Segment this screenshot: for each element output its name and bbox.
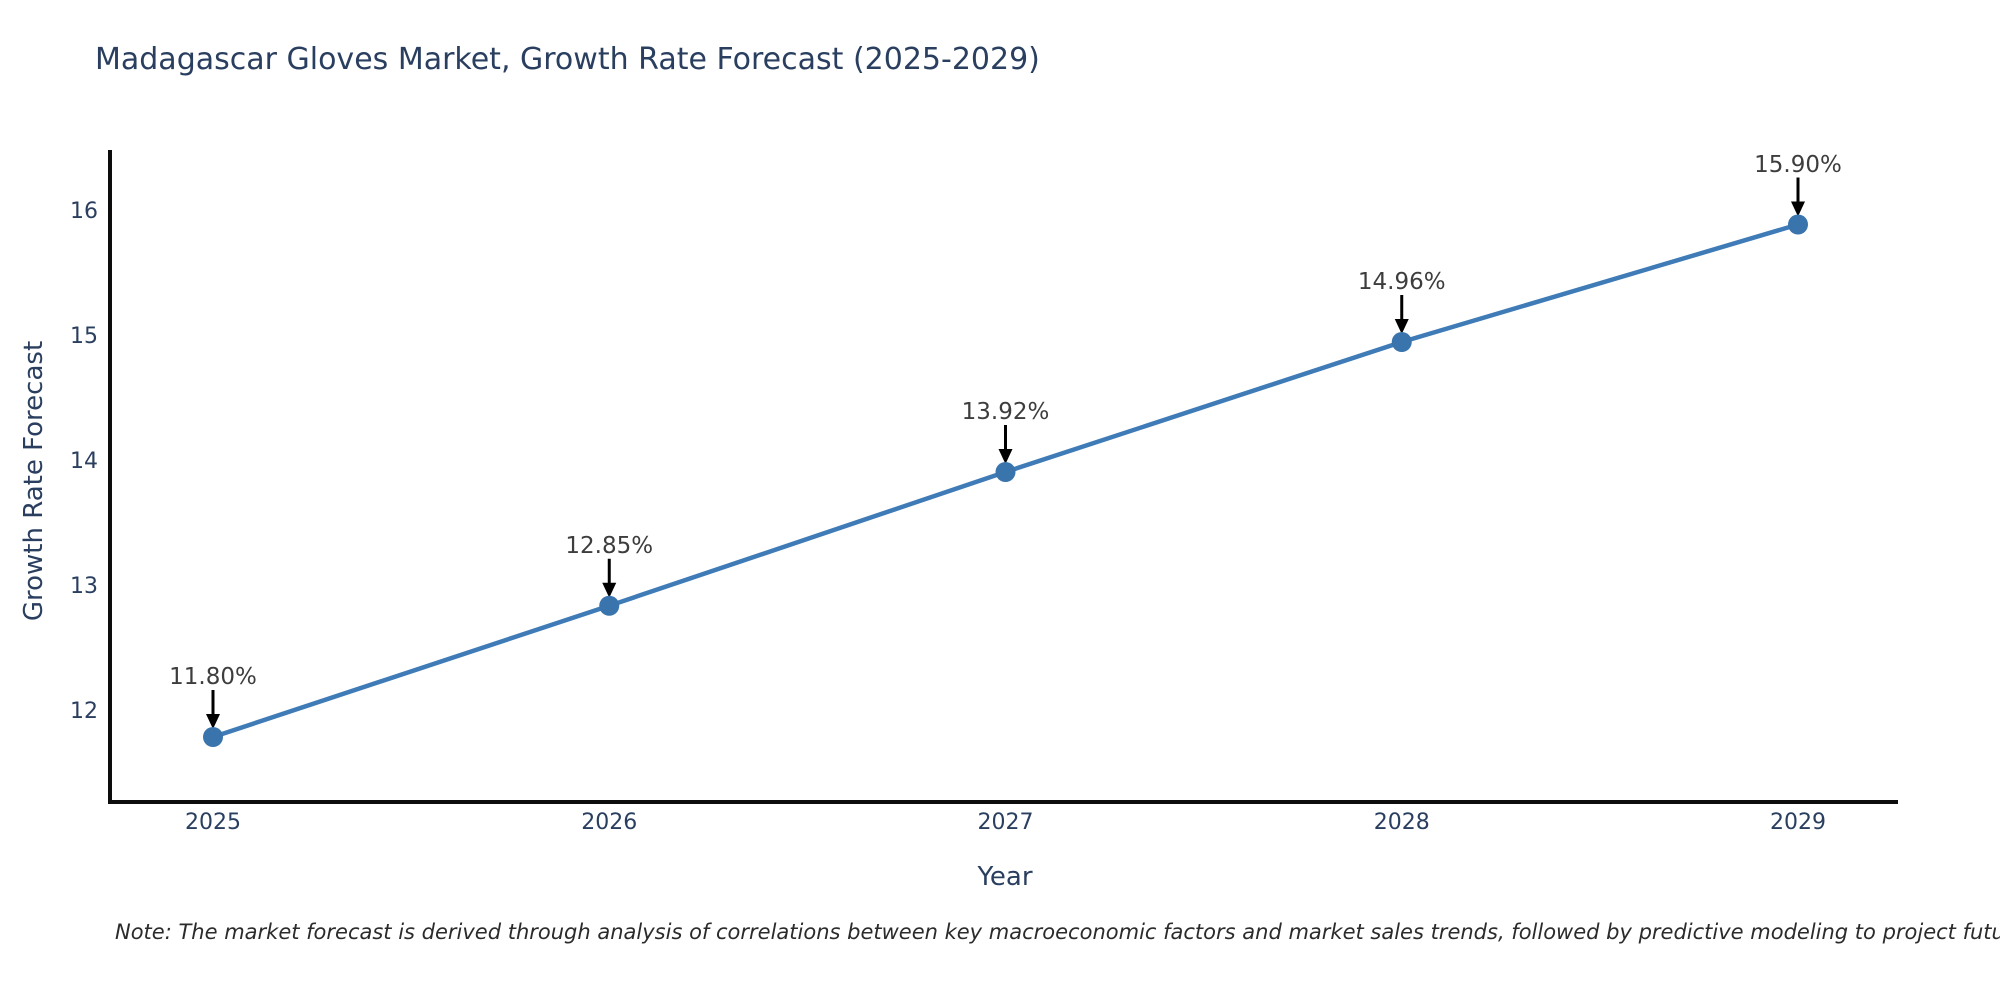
data-point-label: 13.92% xyxy=(961,399,1050,425)
x-tick-label: 2025 xyxy=(185,810,241,835)
data-point-label: 12.85% xyxy=(565,532,654,559)
data-point-marker xyxy=(995,462,1016,482)
x-axis-title: Year xyxy=(977,862,1033,892)
footnote: Note: The market forecast is derived thr… xyxy=(115,920,2000,944)
data-point-label: 11.80% xyxy=(169,664,257,690)
data-point-marker xyxy=(1391,332,1412,352)
x-axis-spine xyxy=(108,800,1898,804)
data-point-label: 15.90% xyxy=(1754,151,1842,178)
annotation-arrowhead xyxy=(206,714,220,729)
annotation-arrowhead xyxy=(998,449,1013,464)
data-point-marker xyxy=(1788,214,1808,235)
x-tick-label: 2028 xyxy=(1373,810,1430,835)
data-point-marker xyxy=(599,595,620,616)
x-tick-label: 2026 xyxy=(581,810,638,835)
y-tick-label: 16 xyxy=(70,199,98,224)
annotation-arrowhead xyxy=(1394,319,1409,334)
data-point-label: 14.96% xyxy=(1357,269,1446,295)
y-tick-label: 12 xyxy=(70,699,98,724)
x-tick-label: 2029 xyxy=(1770,810,1826,835)
chart-title: Madagascar Gloves Market, Growth Rate Fo… xyxy=(95,42,1040,77)
y-tick-label: 15 xyxy=(70,324,98,349)
annotation-arrowhead xyxy=(1791,201,1805,217)
y-tick-label: 14 xyxy=(70,449,98,474)
annotation-arrowhead xyxy=(602,582,617,598)
y-axis-spine xyxy=(108,150,112,804)
x-tick-label: 2027 xyxy=(977,810,1034,835)
y-tick-label: 13 xyxy=(70,574,98,599)
data-point-marker xyxy=(203,727,223,747)
